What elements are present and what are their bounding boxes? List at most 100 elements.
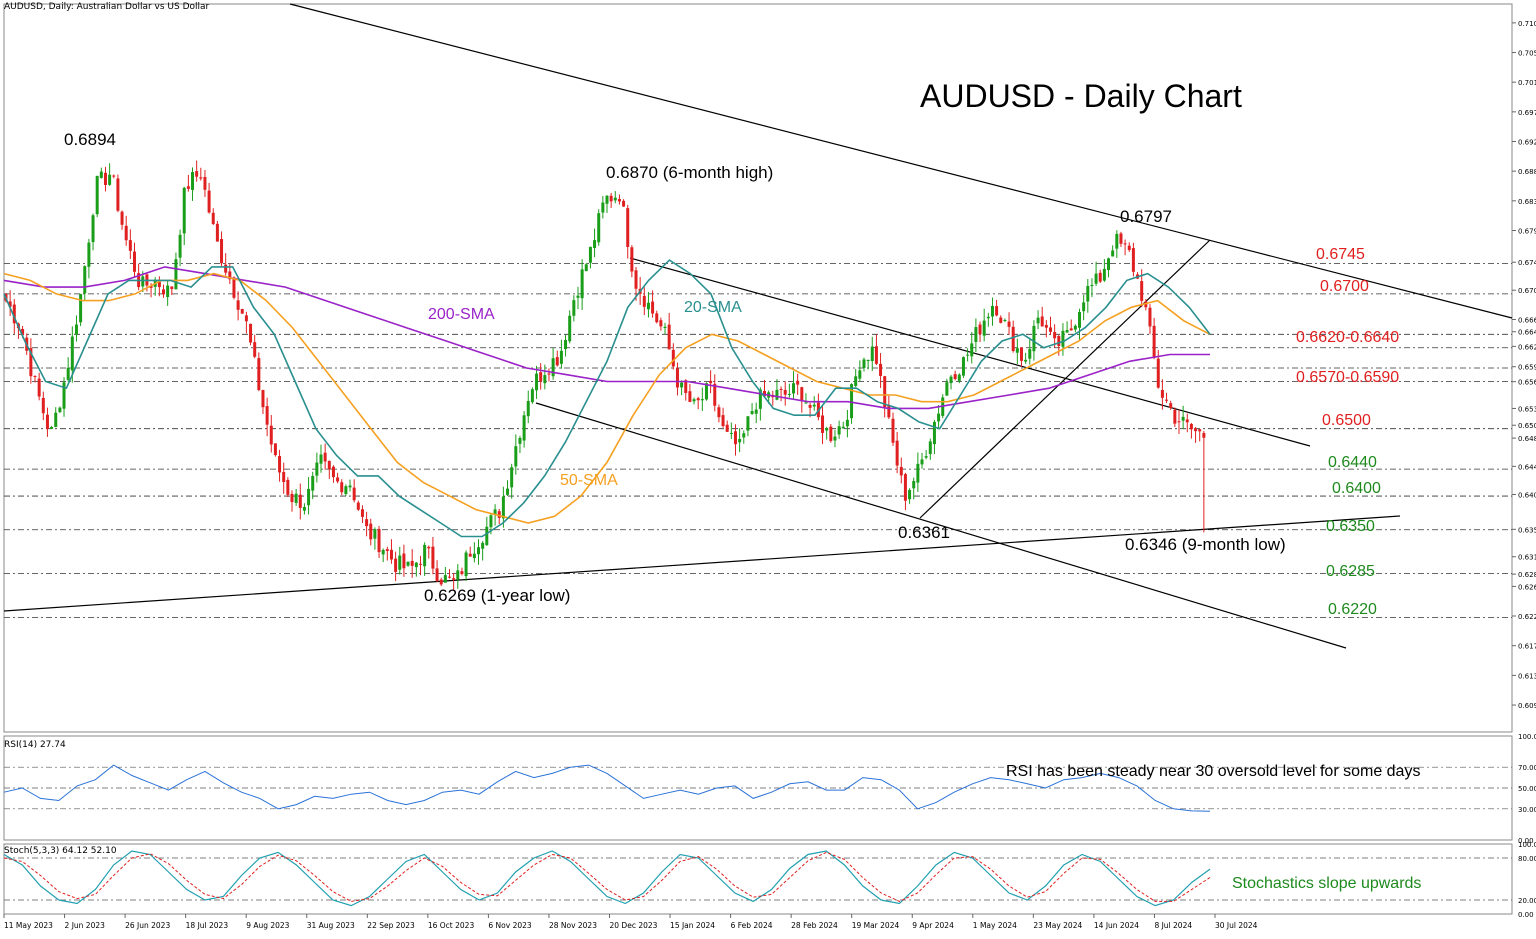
candle-body (120, 211, 124, 225)
candle-body (1090, 284, 1094, 286)
candle-body (721, 415, 725, 427)
candle-body (95, 175, 99, 215)
trend-line (3, 515, 1401, 612)
y-tick-label: 0.64024 (1518, 491, 1536, 499)
candle-body (1160, 390, 1164, 398)
candle-body (758, 389, 762, 409)
candle-body (1073, 325, 1077, 330)
y-tick-label: 0.70140 (1518, 79, 1536, 87)
candle-body (733, 431, 737, 445)
candle-body (124, 225, 128, 241)
candle-body (286, 479, 290, 495)
candle-body (713, 383, 717, 406)
candle-body (493, 509, 497, 515)
annotation-peak-0-6797: 0.6797 (1120, 207, 1172, 226)
candle-body (381, 549, 385, 555)
candle-body (497, 511, 501, 518)
candle-body (74, 324, 78, 335)
candle-body (957, 374, 961, 381)
level-label-0-6400: 0.6400 (1332, 480, 1381, 497)
x-tick-label: 28 Feb 2024 (791, 921, 838, 930)
candle-body (149, 285, 153, 288)
candle-body (916, 463, 920, 483)
candles-group (4, 160, 1206, 591)
candle-body (302, 506, 306, 511)
candle-body (688, 391, 692, 402)
candle-body (356, 502, 360, 510)
x-tick-label: 31 Aug 2023 (307, 921, 355, 930)
candle-body (166, 285, 170, 298)
x-tick-label: 16 Oct 2023 (428, 921, 475, 930)
candle-body (1028, 349, 1032, 359)
y-tick-label: 0.65697 (1518, 379, 1536, 387)
y-tick-label: 0.61780 (1518, 643, 1536, 651)
y-tick-label: 0.62221 (1518, 613, 1536, 621)
candle-body (680, 382, 684, 388)
candle-body (899, 466, 903, 476)
annotation-1-year-low: 0.6269 (1-year low) (424, 586, 571, 605)
candle-body (891, 418, 895, 443)
candle-body (352, 487, 356, 501)
candle-body (568, 315, 572, 342)
candle-body (294, 493, 298, 503)
candle-body (974, 327, 978, 342)
candle-body (186, 186, 190, 189)
candle-body (485, 526, 489, 546)
candle-body (87, 242, 91, 267)
candle-body (211, 212, 215, 224)
candle-body (128, 240, 132, 251)
candle-body (8, 301, 12, 307)
candle-body (1156, 358, 1160, 388)
candle-body (883, 376, 887, 408)
candle-body (879, 363, 883, 376)
candle-body (1194, 428, 1198, 432)
level-label-0-6285: 0.6285 (1326, 563, 1375, 580)
candle-body (982, 320, 986, 336)
candle-body (584, 264, 588, 272)
candle-body (472, 553, 476, 559)
y-tick-label: 0.61340 (1518, 672, 1536, 680)
level-label-0-6440: 0.6440 (1328, 454, 1377, 471)
candle-body (966, 354, 970, 356)
y-tick-label: 0.68820 (1518, 168, 1536, 176)
candle-body (725, 424, 729, 432)
candle-body (1003, 319, 1007, 321)
annotation-6-month-high: 0.6870 (6-month high) (606, 163, 774, 182)
sma20-line (3, 259, 1211, 538)
candle-body (228, 271, 232, 280)
x-tick-label: 22 Sep 2023 (367, 921, 415, 930)
candle-body (597, 213, 601, 243)
candle-body (452, 578, 456, 580)
rsi-pane-label: RSI(14) 27.74 (4, 740, 66, 750)
x-tick-label: 20 Dec 2023 (610, 921, 658, 930)
stoch-y-tick-label: 20.00 (1518, 897, 1536, 905)
y-tick-label: 0.63100 (1518, 554, 1536, 562)
candle-body (1177, 421, 1181, 423)
y-tick-label: 0.60900 (1518, 702, 1536, 710)
level-label-0-6620-0-6640: 0.6620-0.6640 (1296, 329, 1400, 346)
candle-body (684, 380, 688, 393)
rsi-y-tick-label: 100.00 (1518, 733, 1536, 741)
candle-body (796, 380, 800, 385)
candle-body (829, 426, 833, 441)
candle-body (1189, 423, 1193, 430)
candle-body (103, 172, 107, 185)
annotation-peak-0-6894: 0.6894 (64, 130, 116, 149)
candle-body (195, 171, 199, 177)
candle-body (12, 304, 16, 324)
candle-body (240, 308, 244, 314)
candle-body (754, 409, 758, 414)
candle-body (738, 438, 742, 443)
level-label-0-6350: 0.6350 (1326, 518, 1375, 535)
candle-body (273, 443, 277, 456)
candle-body (700, 399, 704, 401)
y-tick-label: 0.67054 (1518, 287, 1536, 295)
candle-body (866, 359, 870, 362)
rsi-line (3, 764, 1211, 812)
candle-body (261, 390, 265, 408)
candle-body (870, 346, 874, 362)
candle-body (717, 407, 721, 418)
candle-body (1032, 325, 1036, 352)
candle-body (298, 494, 302, 508)
candle-body (62, 382, 66, 409)
